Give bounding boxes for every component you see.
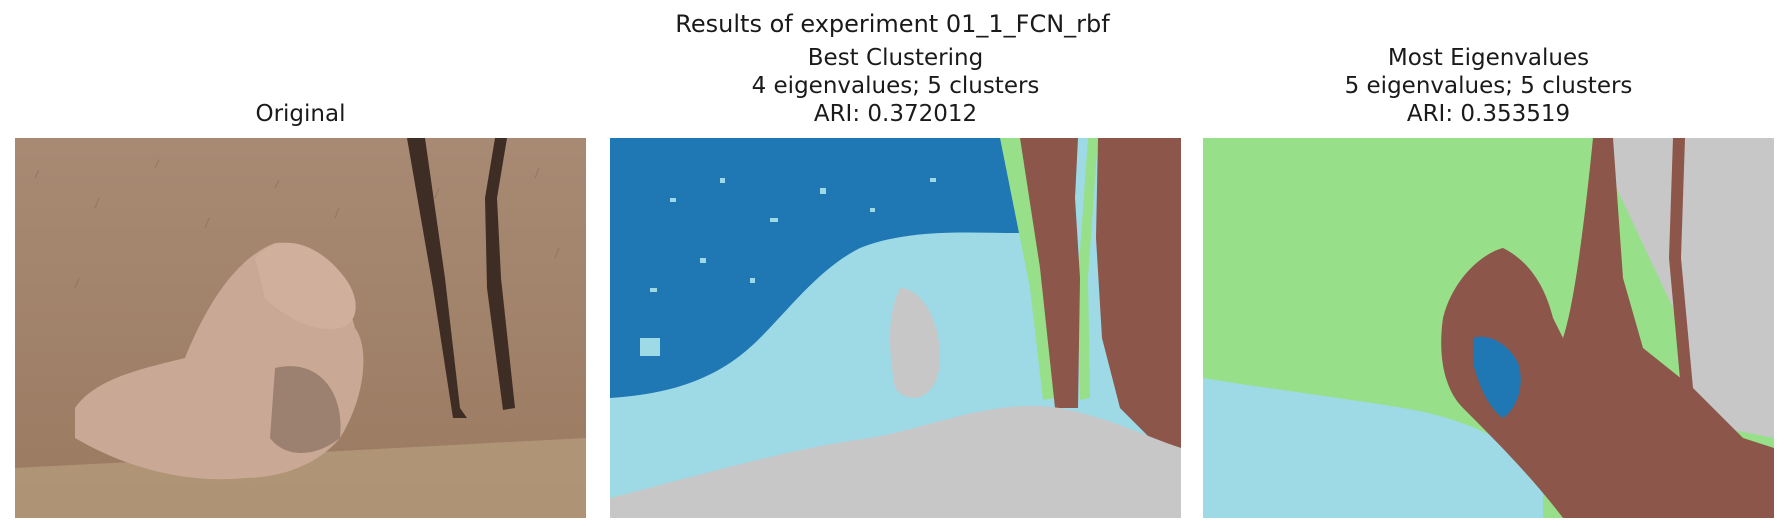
most-eigenvalues-panel — [1203, 138, 1774, 518]
best-clustering-segmentation — [610, 138, 1181, 518]
cluster-brown-trunk — [1669, 138, 1693, 390]
most-eigenvalues-segmentation — [1203, 138, 1774, 518]
cluster-gray-patch — [890, 288, 940, 398]
most-title-line-3: ARI: 0.353519 — [1406, 101, 1571, 127]
cluster-brown-left — [1020, 138, 1080, 408]
original-image-panel — [15, 138, 586, 518]
cluster-dark-blue-region — [610, 138, 1020, 398]
tree-trunk-right — [485, 138, 515, 410]
cluster-dark-blue-region — [1473, 336, 1521, 418]
original-title-line-1: Original — [255, 101, 346, 127]
dark-blue-speckles — [640, 178, 936, 356]
original-title: Original — [15, 100, 586, 128]
lion-shadow — [270, 366, 341, 453]
original-lion-image — [15, 138, 586, 518]
cluster-brown-region — [1441, 138, 1774, 518]
most-title-line-2: 5 eigenvalues; 5 clusters — [1344, 73, 1633, 99]
best-title-line-1: Best Clustering — [807, 45, 984, 71]
most-eigenvalues-title: Most Eigenvalues 5 eigenvalues; 5 cluste… — [1203, 44, 1774, 128]
best-title-line-2: 4 eigenvalues; 5 clusters — [751, 73, 1040, 99]
cluster-gray-region — [610, 405, 1181, 518]
grass-texture — [34, 159, 560, 289]
cluster-brown-right — [1096, 138, 1181, 448]
cluster-green-strip-2 — [1078, 138, 1098, 400]
figure-suptitle: Results of experiment 01_1_FCN_rbf — [675, 10, 1110, 38]
most-title-line-1: Most Eigenvalues — [1387, 45, 1590, 71]
dry-grass-foreground — [15, 438, 586, 518]
cluster-green-strip — [1000, 138, 1055, 400]
cluster-light-blue-region — [1203, 378, 1543, 518]
lion-head — [255, 242, 356, 329]
tree-trunk-left — [407, 138, 467, 418]
best-title-line-3: ARI: 0.372012 — [813, 101, 978, 127]
best-clustering-title: Best Clustering 4 eigenvalues; 5 cluster… — [610, 44, 1181, 128]
best-clustering-panel — [610, 138, 1181, 518]
